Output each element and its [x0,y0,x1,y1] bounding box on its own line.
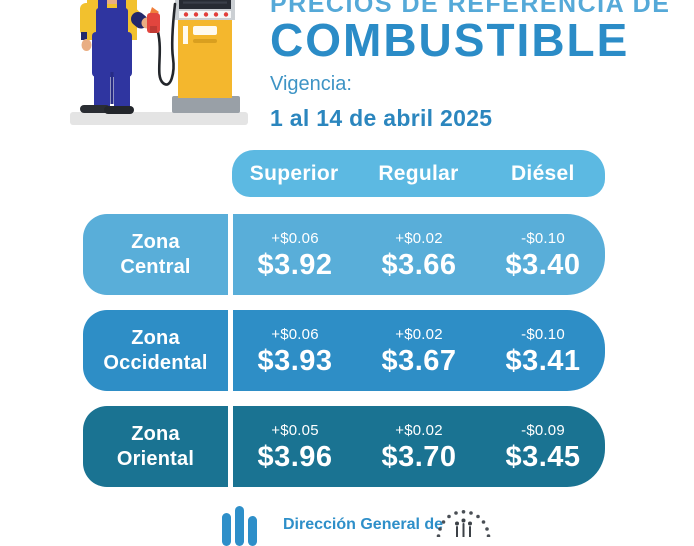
row-divider [228,214,233,295]
zone-label-line2: Occidental [103,351,208,374]
price-value: $3.92 [257,248,333,281]
pump-screen [179,0,231,9]
price-delta: +$0.05 [271,421,319,439]
price-value: $3.45 [505,440,581,473]
price-delta: +$0.06 [271,229,319,247]
zone-label-line1: Zona [131,326,180,349]
column-header-diesel: Diésel [510,162,575,185]
price-value: $3.70 [381,440,457,473]
pump-card-reader [193,26,217,35]
price-cell: +$0.02 $3.67 [357,310,481,391]
pump-base-shape [172,96,240,113]
worker-figure [80,0,153,114]
price-cell: -$0.10 $3.41 [481,310,605,391]
price-delta: -$0.09 [521,421,565,439]
table-row-zona-oriental: Zona Oriental +$0.05 $3.96 +$0.02 $3.70 … [83,406,605,487]
pump-screen-glare [183,1,227,4]
price-value: $3.66 [381,248,457,281]
bars-logo-icon [222,506,257,546]
header-titles: PRECIOS DE REFERENCIA DE COMBUSTIBLE Vig… [270,0,690,132]
price-value: $3.96 [257,440,333,473]
column-header-superior: Superior [249,162,339,185]
page-title-kicker: PRECIOS DE REFERENCIA DE [270,0,671,18]
page-title: COMBUSTIBLE [270,14,630,66]
row-divider [228,406,233,487]
row-divider [228,310,233,391]
price-delta: +$0.06 [271,325,319,343]
price-cell: +$0.02 $3.66 [357,214,481,295]
infographic-page: PRECIOS DE REFERENCIA DE COMBUSTIBLE Vig… [70,0,690,546]
fuel-nozzle-icon [147,7,160,33]
price-value: $3.67 [381,344,457,377]
price-cell: +$0.06 $3.93 [233,310,357,391]
row-values: +$0.06 $3.92 +$0.02 $3.66 -$0.10 $3.40 [233,214,605,295]
zone-label-line1: Zona [131,230,180,253]
price-table: Superior Regular Diésel Zona Central +$0… [83,150,605,487]
price-delta: +$0.02 [395,325,443,343]
pump-detail-line [193,39,217,43]
table-row-zona-occidental: Zona Occidental +$0.06 $3.93 +$0.02 $3.6… [83,310,605,391]
zone-label-line1: Zona [131,422,180,445]
table-row-zona-central: Zona Central +$0.06 $3.92 +$0.02 $3.66 -… [83,214,605,295]
price-delta: +$0.02 [395,229,443,247]
row-values: +$0.06 $3.93 +$0.02 $3.67 -$0.10 $3.41 [233,310,605,391]
price-value: $3.93 [257,344,333,377]
price-cell: -$0.10 $3.40 [481,214,605,295]
zone-label: Zona Central [83,214,228,295]
price-delta: -$0.10 [521,229,565,247]
price-cell: +$0.05 $3.96 [233,406,357,487]
date-range: 1 al 14 de abril 2025 [270,105,493,131]
zone-label-line2: Central [120,255,191,278]
fuel-attendant-illustration [70,0,248,125]
platform-shape [70,112,248,125]
pump-slot [183,26,188,44]
vigencia-label: Vigencia: [270,73,352,95]
price-cell: +$0.06 $3.92 [233,214,357,295]
column-header-band: Superior Regular Diésel [232,150,605,197]
price-cell: +$0.02 $3.70 [357,406,481,487]
seal-emblem-icon [436,510,491,537]
organization-name: Dirección General de [283,516,444,533]
zone-label: Zona Occidental [83,310,228,391]
zone-label: Zona Oriental [83,406,228,487]
pump-indicator-dots [183,12,229,17]
price-cell: -$0.09 $3.45 [481,406,605,487]
fuel-hose [156,2,177,86]
price-delta: +$0.02 [395,421,443,439]
zone-label-line2: Oriental [116,447,195,470]
price-value: $3.41 [505,344,581,377]
price-delta: -$0.10 [521,325,565,343]
column-header-regular: Regular [378,162,459,185]
price-value: $3.40 [505,248,581,281]
row-values: +$0.05 $3.96 +$0.02 $3.70 -$0.09 $3.45 [233,406,605,487]
